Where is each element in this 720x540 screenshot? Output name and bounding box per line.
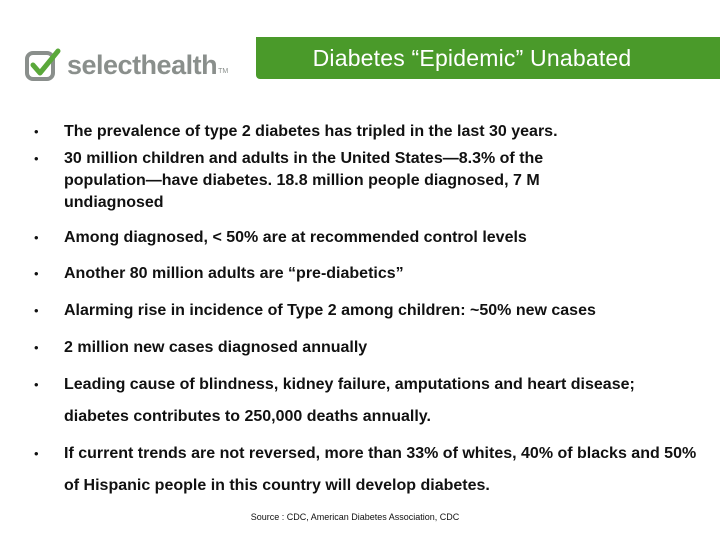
selecthealth-logo: selecthealth TM [25, 45, 228, 85]
bullet-marker: • [34, 151, 39, 166]
bullet-text: The prevalence of type 2 diabetes has tr… [64, 123, 558, 140]
bullet-marker: • [34, 446, 39, 461]
bullet-text: Another 80 million adults are “pre-diabe… [64, 265, 404, 282]
title-bar: Diabetes “Epidemic” Unabated [256, 37, 720, 79]
bullet-text: If current trends are not reversed, more… [64, 445, 697, 494]
checkmark-square-icon [25, 48, 61, 81]
bullet-marker: • [34, 124, 39, 139]
logo-trademark: TM [218, 68, 229, 75]
bullet-text: Among diagnosed, < 50% are at recommende… [64, 229, 527, 246]
bullet-marker: • [34, 377, 39, 392]
bullet-marker: • [34, 303, 39, 318]
bullet-text: Leading cause of blindness, kidney failu… [64, 376, 635, 425]
bullet-text: 30 million children and adults in the Un… [64, 150, 544, 211]
bullet-marker: • [34, 340, 39, 355]
logo-brand-text: selecthealth [67, 50, 218, 80]
source-citation: Source : CDC, American Diabetes Associat… [250, 512, 460, 522]
bullet-marker: • [34, 266, 39, 281]
bullet-text: 2 million new cases diagnosed annually [64, 339, 368, 356]
slide-title: Diabetes “Epidemic” Unabated [312, 44, 632, 71]
bullet-marker: • [34, 230, 39, 245]
bullet-text: Alarming rise in incidence of Type 2 amo… [64, 302, 596, 319]
